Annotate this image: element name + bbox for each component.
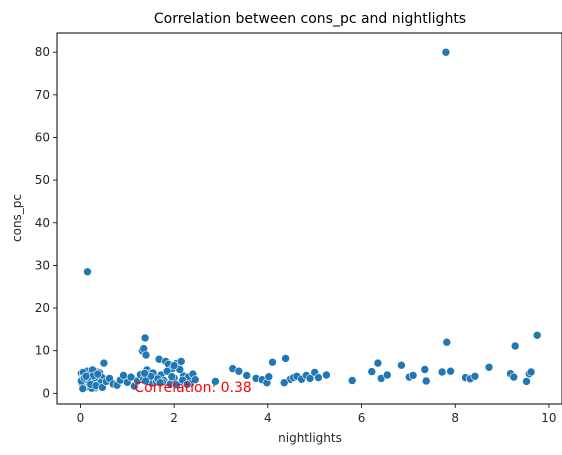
data-point (484, 362, 494, 372)
data-point (141, 376, 150, 386)
data-point (190, 375, 200, 385)
correlation-annotation: Correlation: 0.38 (134, 380, 252, 396)
data-point (78, 384, 88, 393)
data-point (234, 366, 244, 376)
x-tick-label: 6 (358, 411, 366, 425)
data-point (182, 380, 192, 389)
data-point (141, 350, 151, 360)
plot-area-frame (56, 32, 562, 405)
data-point (442, 337, 452, 347)
data-point (140, 368, 149, 378)
x-tick-label: 8 (451, 411, 459, 425)
data-point (470, 371, 480, 381)
data-point (281, 354, 290, 363)
y-tick-label: 50 (35, 173, 50, 187)
y-tick-label: 0 (42, 386, 50, 400)
data-point (242, 371, 251, 380)
data-point (81, 371, 91, 381)
data-point (83, 267, 92, 277)
y-tick-label: 30 (35, 258, 50, 272)
data-point (169, 361, 179, 370)
y-tick-label: 70 (35, 88, 50, 102)
data-point (264, 372, 274, 382)
data-point (522, 377, 531, 386)
x-tick-label: 0 (77, 411, 85, 425)
chart-title: Correlation between cons_pc and nightlig… (154, 11, 466, 27)
data-point (99, 358, 109, 368)
y-axis-ticks: 0 10 20 30 40 50 60 70 80 (35, 45, 57, 400)
data-point (397, 360, 406, 370)
data-point (279, 378, 289, 388)
data-point (322, 370, 331, 380)
data-point (437, 367, 447, 377)
data-point (155, 378, 165, 388)
data-point (305, 374, 315, 383)
data-point (526, 367, 536, 377)
data-point (126, 372, 136, 382)
data-point (367, 367, 377, 376)
y-tick-label: 60 (35, 130, 50, 144)
data-point (167, 372, 177, 382)
data-points (77, 47, 542, 393)
y-tick-label: 40 (35, 216, 50, 230)
data-point (446, 366, 455, 376)
data-point (162, 366, 172, 376)
data-point (347, 376, 357, 385)
data-point (509, 372, 519, 382)
y-tick-label: 80 (35, 45, 50, 59)
x-tick-label: 4 (264, 411, 272, 425)
data-point (532, 330, 542, 340)
data-point (93, 369, 103, 379)
data-point (420, 365, 430, 374)
y-axis-label: cons_pc (10, 194, 24, 242)
data-point (408, 371, 418, 380)
y-tick-label: 20 (35, 301, 50, 315)
data-point (314, 373, 323, 382)
x-axis-label: nightlights (278, 431, 342, 445)
data-point (268, 357, 277, 367)
x-axis-ticks: 0 2 4 6 8 10 (77, 404, 557, 425)
x-tick-label: 10 (541, 411, 556, 425)
data-point (211, 377, 220, 386)
data-point (176, 357, 186, 366)
data-point (510, 341, 520, 351)
data-point (441, 47, 451, 57)
data-point (373, 358, 383, 368)
x-tick-label: 2 (170, 411, 178, 425)
data-point (382, 370, 392, 380)
data-point (140, 333, 150, 343)
y-tick-label: 10 (35, 344, 50, 358)
data-point (421, 376, 431, 386)
data-point (172, 380, 181, 390)
